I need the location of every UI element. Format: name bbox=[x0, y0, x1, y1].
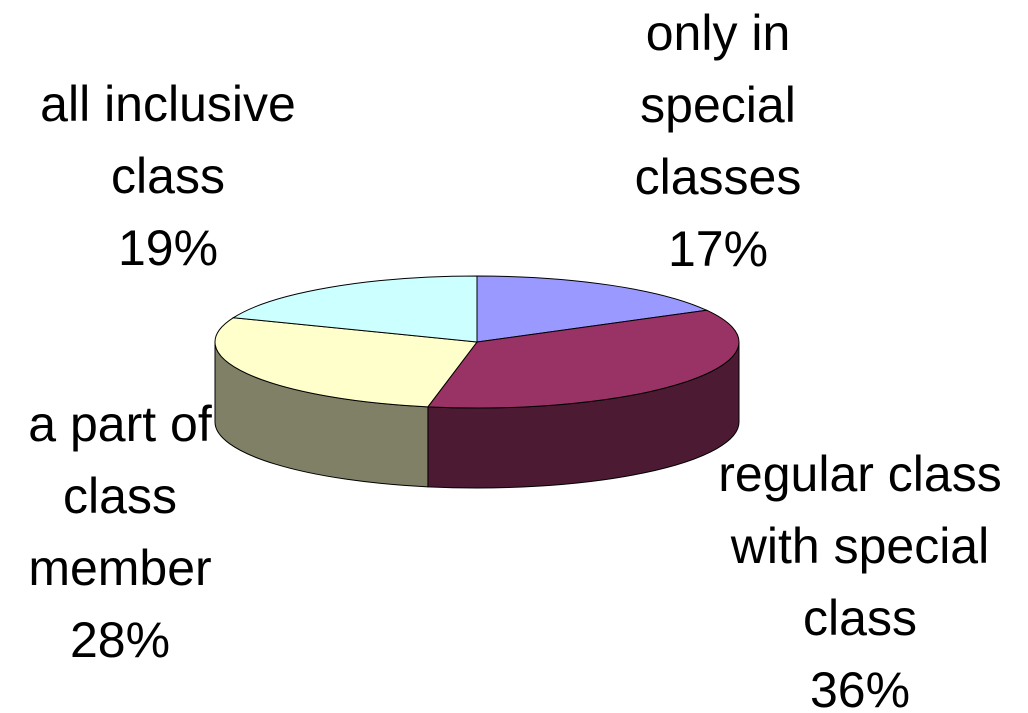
slice-label: regular class with special class bbox=[718, 446, 1001, 646]
slice-value-label: 19% bbox=[118, 220, 218, 276]
slice-label: a part of class member bbox=[28, 396, 212, 596]
slice-label: only in special classes bbox=[635, 5, 802, 205]
slice-value-label: 17% bbox=[668, 221, 768, 277]
slice bbox=[214, 317, 478, 408]
slice bbox=[426, 309, 740, 409]
slice-value-label: 28% bbox=[70, 612, 170, 668]
slice-label: all inclusive class bbox=[40, 76, 296, 204]
slice bbox=[231, 275, 478, 343]
slice bbox=[476, 275, 709, 343]
pie-tops bbox=[214, 275, 740, 409]
slice-value-label: 36% bbox=[810, 662, 910, 713]
